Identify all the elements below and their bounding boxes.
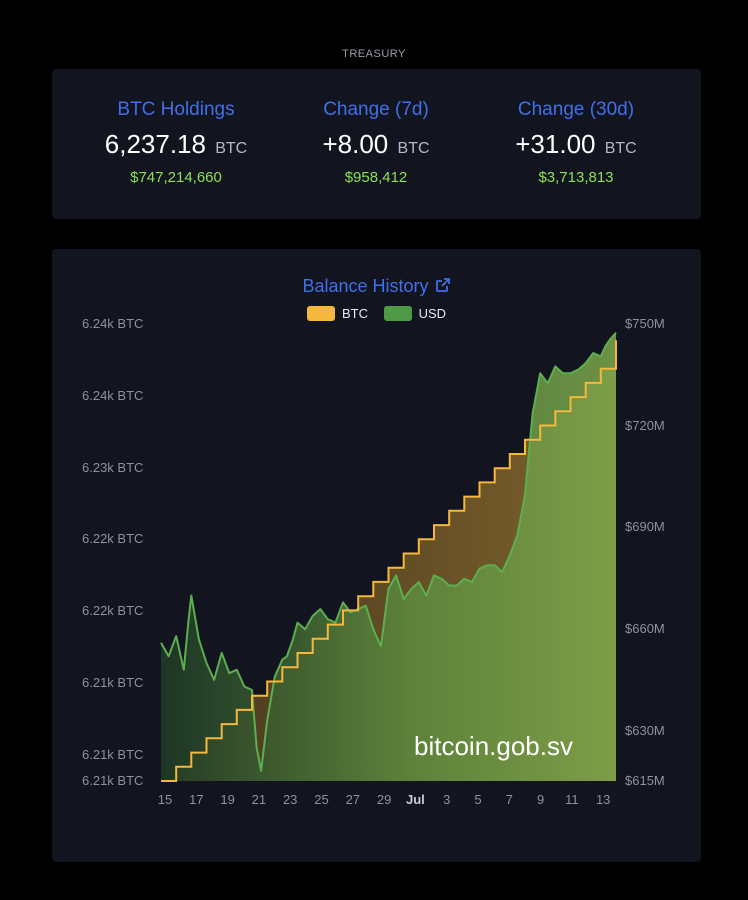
x-tick-label: 17 — [189, 792, 203, 807]
stat-unit: BTC — [604, 140, 637, 157]
external-link-icon[interactable] — [435, 277, 451, 298]
stat-btc-holdings: BTC Holdings 6,237.18 BTC $747,214,660 — [68, 99, 284, 186]
x-tick-label: 11 — [565, 792, 579, 807]
y-left-tick-label: 6.24k BTC — [82, 388, 143, 403]
watermark: bitcoin.gob.sv — [414, 731, 573, 761]
stat-change-7d: Change (7d) +8.00 BTC $958,412 — [268, 99, 484, 186]
stat-value: +8.00 — [322, 129, 389, 159]
x-tick-label: 7 — [506, 792, 513, 807]
stat-unit: BTC — [397, 140, 430, 157]
x-tick-label: 5 — [474, 792, 481, 807]
y-right-tick-label: $660M — [625, 621, 665, 636]
legend-swatch-usd — [383, 306, 412, 321]
y-right-tick-label: $615M — [625, 773, 665, 788]
chart-title[interactable]: Balance History — [302, 276, 429, 296]
y-left-tick-label: 6.23k BTC — [82, 460, 143, 475]
x-tick-label: 9 — [537, 792, 544, 807]
chart-title-row: Balance History — [52, 276, 701, 298]
x-tick-label: 21 — [252, 792, 266, 807]
stats-card: BTC Holdings 6,237.18 BTC $747,214,660 C… — [52, 69, 701, 219]
y-left-tick-label: 6.22k BTC — [82, 603, 143, 618]
y-left-tick-label: 6.21k BTC — [82, 773, 143, 788]
chart-card: Balance History BTC USD 6.24k BTC 6.24k B… — [52, 249, 701, 862]
usd-line — [160, 332, 617, 772]
x-tick-label: 15 — [158, 792, 172, 807]
stat-usd: $747,214,660 — [130, 169, 222, 186]
stat-usd: $3,713,813 — [538, 169, 614, 186]
chart-legend: BTC USD — [52, 306, 701, 324]
stat-unit: BTC — [215, 140, 248, 157]
y-right-tick-label: $690M — [625, 519, 665, 534]
x-tick-label: 27 — [346, 792, 360, 807]
legend-item-usd[interactable]: USD — [383, 306, 447, 321]
legend-label: USD — [418, 306, 447, 321]
balance-history-chart[interactable]: 6.24k BTC 6.24k BTC 6.23k BTC 6.22k BTC 6.22… — [52, 249, 701, 862]
stat-title: Change (30d) — [517, 99, 635, 120]
stat-value-row: +31.00 BTC — [468, 127, 684, 166]
stat-usd: $958,412 — [344, 169, 408, 186]
stat-value: +31.00 — [515, 129, 596, 159]
x-tick-label: 3 — [443, 792, 450, 807]
x-tick-label: Jul — [406, 792, 425, 807]
stat-value-row: 6,237.18 BTC — [68, 127, 284, 166]
legend-swatch-btc — [306, 306, 335, 321]
stat-change-30d: Change (30d) +31.00 BTC $3,713,813 — [468, 99, 684, 186]
legend-item-btc[interactable]: BTC — [306, 306, 368, 321]
legend-label: BTC — [341, 306, 368, 321]
usd-area — [161, 332, 616, 781]
x-tick-label: 13 — [596, 792, 610, 807]
x-tick-label: 29 — [377, 792, 391, 807]
x-tick-label: 25 — [314, 792, 328, 807]
y-right-tick-label: $630M — [625, 723, 665, 738]
y-left-tick-label: 6.21k BTC — [82, 747, 143, 762]
treasury-label: TREASURY — [342, 48, 406, 60]
y-right-tick-label: $720M — [625, 418, 665, 433]
stat-value: 6,237.18 — [104, 129, 206, 159]
y-left-tick-label: 6.21k BTC — [82, 675, 143, 690]
y-right-tick-label: $750M — [625, 316, 665, 331]
y-left-tick-label: 6.22k BTC — [82, 531, 143, 546]
btc-line — [161, 340, 617, 782]
stat-title: Change (7d) — [323, 99, 429, 120]
x-tick-label: 19 — [220, 792, 234, 807]
stat-value-row: +8.00 BTC — [268, 127, 484, 166]
x-tick-label: 23 — [283, 792, 297, 807]
stat-title: BTC Holdings — [117, 99, 235, 120]
y-left-tick-label: 6.24k BTC — [82, 316, 143, 331]
